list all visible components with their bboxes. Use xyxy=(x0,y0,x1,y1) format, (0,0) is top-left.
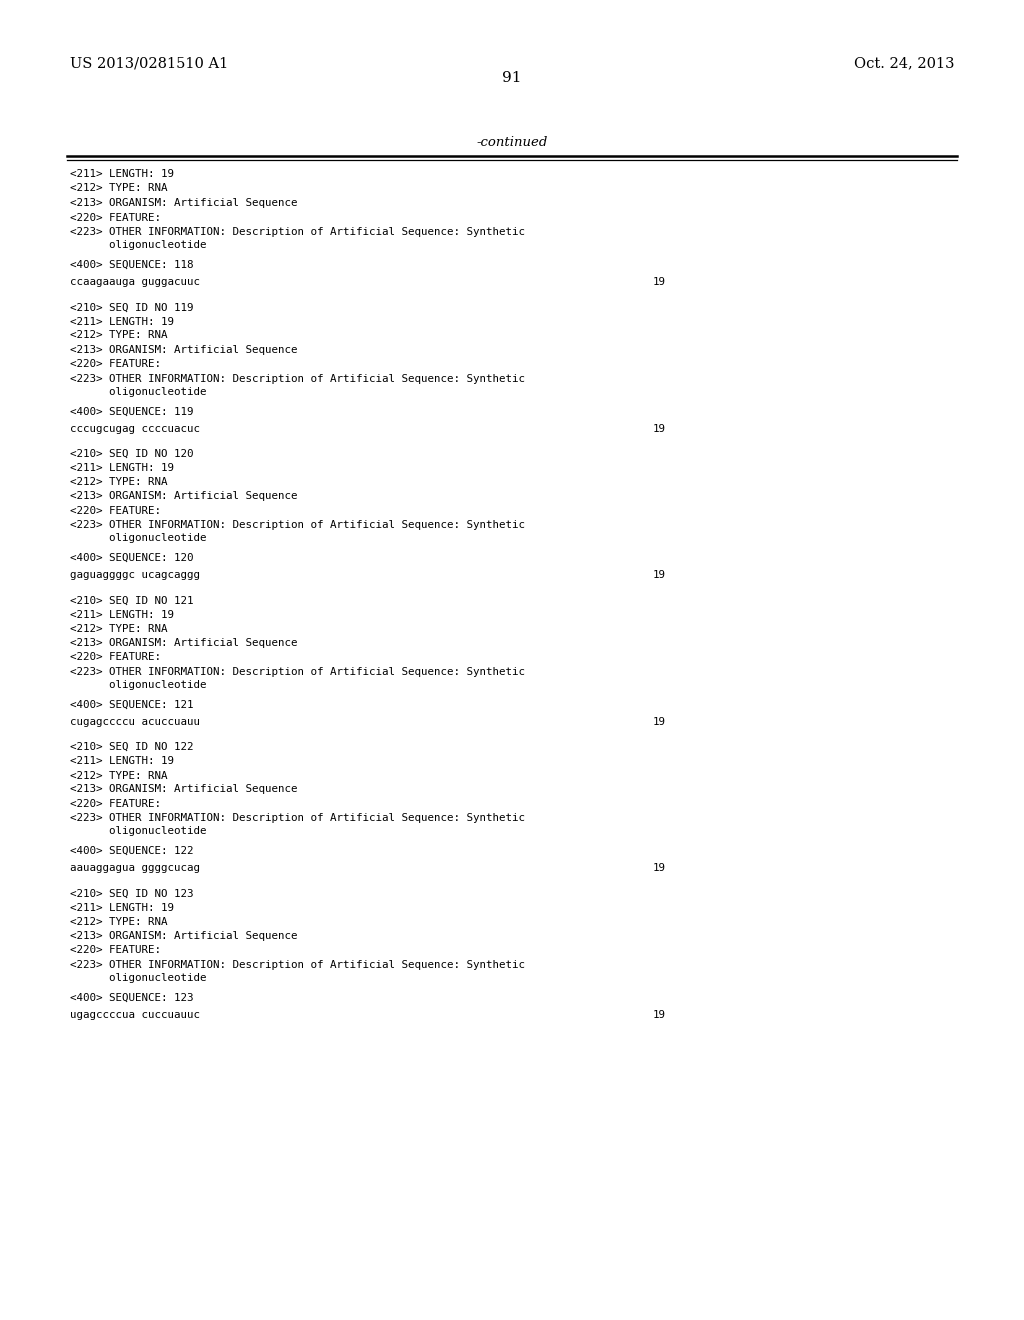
Text: <400> SEQUENCE: 120: <400> SEQUENCE: 120 xyxy=(70,553,194,564)
Text: 19: 19 xyxy=(652,570,666,581)
Text: <212> TYPE: RNA: <212> TYPE: RNA xyxy=(70,330,167,341)
Text: <223> OTHER INFORMATION: Description of Artificial Sequence: Synthetic: <223> OTHER INFORMATION: Description of … xyxy=(70,960,524,970)
Text: <212> TYPE: RNA: <212> TYPE: RNA xyxy=(70,183,167,194)
Text: <210> SEQ ID NO 121: <210> SEQ ID NO 121 xyxy=(70,595,194,606)
Text: <211> LENGTH: 19: <211> LENGTH: 19 xyxy=(70,169,174,180)
Text: ugagccccua cuccuauuc: ugagccccua cuccuauuc xyxy=(70,1010,200,1020)
Text: 19: 19 xyxy=(652,277,666,288)
Text: <213> ORGANISM: Artificial Sequence: <213> ORGANISM: Artificial Sequence xyxy=(70,345,297,355)
Text: <211> LENGTH: 19: <211> LENGTH: 19 xyxy=(70,463,174,474)
Text: <223> OTHER INFORMATION: Description of Artificial Sequence: Synthetic: <223> OTHER INFORMATION: Description of … xyxy=(70,374,524,384)
Text: <220> FEATURE:: <220> FEATURE: xyxy=(70,213,161,223)
Text: <210> SEQ ID NO 120: <210> SEQ ID NO 120 xyxy=(70,449,194,459)
Text: <212> TYPE: RNA: <212> TYPE: RNA xyxy=(70,477,167,487)
Text: <220> FEATURE:: <220> FEATURE: xyxy=(70,506,161,516)
Text: <400> SEQUENCE: 121: <400> SEQUENCE: 121 xyxy=(70,700,194,710)
Text: <210> SEQ ID NO 123: <210> SEQ ID NO 123 xyxy=(70,888,194,899)
Text: ccaagaauga guggacuuc: ccaagaauga guggacuuc xyxy=(70,277,200,288)
Text: oligonucleotide: oligonucleotide xyxy=(70,387,206,397)
Text: <211> LENGTH: 19: <211> LENGTH: 19 xyxy=(70,903,174,913)
Text: <400> SEQUENCE: 122: <400> SEQUENCE: 122 xyxy=(70,846,194,857)
Text: <211> LENGTH: 19: <211> LENGTH: 19 xyxy=(70,317,174,327)
Text: <213> ORGANISM: Artificial Sequence: <213> ORGANISM: Artificial Sequence xyxy=(70,784,297,795)
Text: <400> SEQUENCE: 123: <400> SEQUENCE: 123 xyxy=(70,993,194,1003)
Text: <223> OTHER INFORMATION: Description of Artificial Sequence: Synthetic: <223> OTHER INFORMATION: Description of … xyxy=(70,813,524,824)
Text: <223> OTHER INFORMATION: Description of Artificial Sequence: Synthetic: <223> OTHER INFORMATION: Description of … xyxy=(70,227,524,238)
Text: 19: 19 xyxy=(652,863,666,874)
Text: 19: 19 xyxy=(652,424,666,434)
Text: <212> TYPE: RNA: <212> TYPE: RNA xyxy=(70,771,167,781)
Text: -continued: -continued xyxy=(476,136,548,149)
Text: <213> ORGANISM: Artificial Sequence: <213> ORGANISM: Artificial Sequence xyxy=(70,931,297,941)
Text: 91: 91 xyxy=(502,71,522,86)
Text: <213> ORGANISM: Artificial Sequence: <213> ORGANISM: Artificial Sequence xyxy=(70,491,297,502)
Text: 19: 19 xyxy=(652,717,666,727)
Text: <220> FEATURE:: <220> FEATURE: xyxy=(70,652,161,663)
Text: <223> OTHER INFORMATION: Description of Artificial Sequence: Synthetic: <223> OTHER INFORMATION: Description of … xyxy=(70,667,524,677)
Text: <220> FEATURE:: <220> FEATURE: xyxy=(70,359,161,370)
Text: oligonucleotide: oligonucleotide xyxy=(70,826,206,837)
Text: <210> SEQ ID NO 122: <210> SEQ ID NO 122 xyxy=(70,742,194,752)
Text: gaguaggggc ucagcaggg: gaguaggggc ucagcaggg xyxy=(70,570,200,581)
Text: <211> LENGTH: 19: <211> LENGTH: 19 xyxy=(70,756,174,767)
Text: oligonucleotide: oligonucleotide xyxy=(70,240,206,251)
Text: <223> OTHER INFORMATION: Description of Artificial Sequence: Synthetic: <223> OTHER INFORMATION: Description of … xyxy=(70,520,524,531)
Text: <211> LENGTH: 19: <211> LENGTH: 19 xyxy=(70,610,174,620)
Text: <212> TYPE: RNA: <212> TYPE: RNA xyxy=(70,917,167,928)
Text: aauaggagua ggggcucag: aauaggagua ggggcucag xyxy=(70,863,200,874)
Text: <213> ORGANISM: Artificial Sequence: <213> ORGANISM: Artificial Sequence xyxy=(70,638,297,648)
Text: US 2013/0281510 A1: US 2013/0281510 A1 xyxy=(70,57,228,71)
Text: <213> ORGANISM: Artificial Sequence: <213> ORGANISM: Artificial Sequence xyxy=(70,198,297,209)
Text: <210> SEQ ID NO 119: <210> SEQ ID NO 119 xyxy=(70,302,194,313)
Text: <220> FEATURE:: <220> FEATURE: xyxy=(70,799,161,809)
Text: oligonucleotide: oligonucleotide xyxy=(70,680,206,690)
Text: oligonucleotide: oligonucleotide xyxy=(70,533,206,544)
Text: <212> TYPE: RNA: <212> TYPE: RNA xyxy=(70,624,167,635)
Text: cccugcugag ccccuacuc: cccugcugag ccccuacuc xyxy=(70,424,200,434)
Text: oligonucleotide: oligonucleotide xyxy=(70,973,206,983)
Text: 19: 19 xyxy=(652,1010,666,1020)
Text: cugagccccu acuccuauu: cugagccccu acuccuauu xyxy=(70,717,200,727)
Text: <220> FEATURE:: <220> FEATURE: xyxy=(70,945,161,956)
Text: Oct. 24, 2013: Oct. 24, 2013 xyxy=(854,57,954,71)
Text: <400> SEQUENCE: 118: <400> SEQUENCE: 118 xyxy=(70,260,194,271)
Text: <400> SEQUENCE: 119: <400> SEQUENCE: 119 xyxy=(70,407,194,417)
